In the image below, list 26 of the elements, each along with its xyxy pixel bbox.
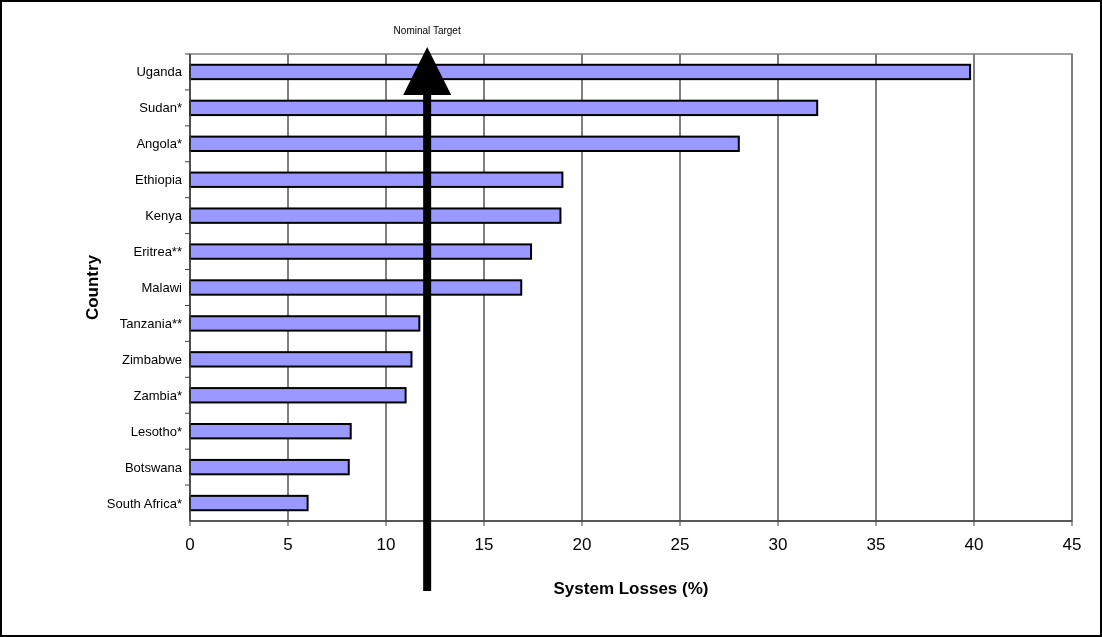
y-tick-label: Tanzania** [119,315,182,331]
y-tick-label: Angola* [136,136,182,152]
y-tick-label: Botswana [124,459,183,475]
x-tick-label: 0 [185,535,195,554]
y-tick-label: Zambia* [133,387,182,403]
x-tick-label: 30 [768,535,788,554]
x-tick-label: 35 [866,535,886,554]
y-tick-label: Malawi [141,280,183,295]
x-axis-title: System Losses (%) [553,579,709,598]
y-tick-label: Lesotho* [130,423,182,439]
x-tick-label: 15 [474,535,494,554]
y-tick-label: Ethiopia [135,172,183,188]
y-tick-label: Eritrea** [133,244,182,260]
x-tick-label: 25 [670,535,690,554]
y-tick-label: Zimbabwe [122,351,182,367]
x-tick-label: 45 [1062,535,1082,554]
y-tick-label: Sudan* [139,100,182,116]
x-tick-label: 5 [283,535,293,554]
x-tick-label: 10 [376,535,396,554]
y-axis-title: Country [83,254,102,321]
x-tick-label: 40 [964,535,984,554]
y-tick-label: Kenya [145,208,183,224]
ref-line-label: Nominal Target [393,25,461,36]
y-tick-label: South Africa* [106,495,182,511]
y-tick-label: Uganda [136,64,183,80]
x-tick-label: 20 [572,535,592,554]
